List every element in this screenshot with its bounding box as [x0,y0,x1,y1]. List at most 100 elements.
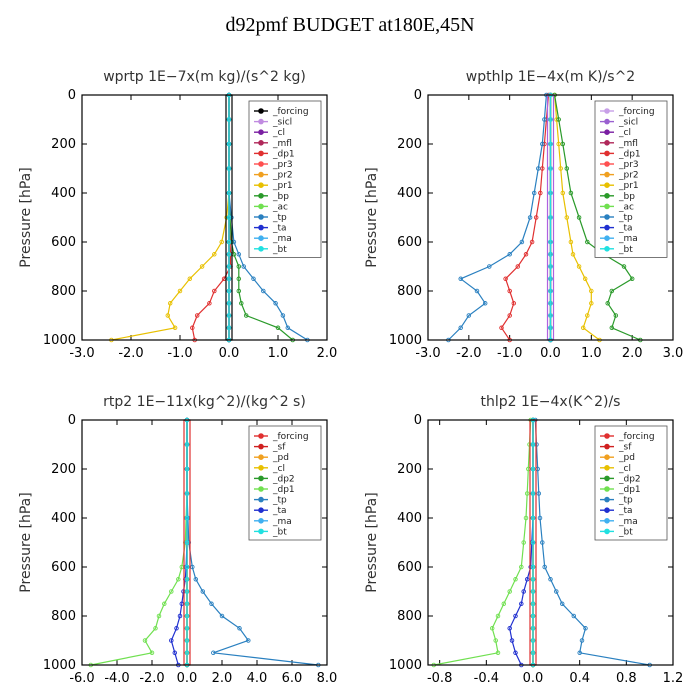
data-point [174,626,179,631]
legend-marker [258,224,264,231]
data-point [564,166,570,171]
data-point [499,325,504,331]
legend-label: _forcing [618,432,655,442]
data-point [273,301,278,306]
data-point [571,613,577,619]
x-tick-label: 4.0 [247,671,268,686]
data-point [542,117,547,122]
series-line [170,420,188,666]
legend-marker [604,433,610,439]
data-point [530,564,536,570]
legend-marker [604,118,610,125]
legend-marker [604,486,610,492]
legend-marker [604,150,610,157]
y-tick-label: 200 [397,137,422,152]
data-point [513,613,518,619]
legend-marker [258,496,264,503]
x-tick-label: 0.0 [177,671,198,686]
legend-label: _pr1 [618,181,639,191]
data-point [207,301,212,306]
legend-label: _mfl [618,139,638,149]
data-point [540,540,545,545]
data-point [212,252,217,257]
legend-marker [604,224,610,231]
data-point [193,577,199,582]
legend-label: _pr3 [272,160,293,170]
data-point [568,239,574,245]
data-point [548,325,553,331]
legend-label: _bt [618,527,633,537]
data-point [172,650,178,656]
legend-marker [258,214,264,220]
data-point [530,589,536,594]
axes-frame [81,419,328,666]
axes-frame [427,94,674,341]
legend-label: _ma [618,234,638,244]
data-point [184,577,190,582]
legend-label: _bt [618,245,633,255]
data-point [559,601,565,607]
data-point [548,215,553,220]
data-point [489,626,495,631]
data-point [226,239,232,245]
y-tick-label: 200 [51,137,76,152]
x-tick-label: -4.0 [104,671,129,686]
y-tick-label: 400 [397,186,422,201]
data-point [577,650,582,656]
legend-marker [604,475,610,482]
data-point [184,442,190,447]
axes-frame [81,94,328,341]
data-point [511,301,517,306]
data-point [162,601,167,607]
data-point [530,466,536,472]
series-line [447,94,547,341]
legend-label: _sf [272,443,286,453]
legend-marker [604,161,610,167]
legend-marker [604,443,610,450]
data-point [184,638,190,643]
legend-marker [258,171,264,178]
legend-marker [258,246,264,252]
legend-marker [258,129,264,135]
data-point [493,638,498,643]
data-point [226,276,232,282]
data-point [285,325,291,331]
x-tick-label: -2.0 [118,346,143,361]
legend-label: _forcing [272,432,309,442]
legend-label: _pr2 [272,171,293,181]
data-point [515,264,521,269]
data-point [177,613,183,619]
data-point [149,650,155,656]
data-point [237,626,242,631]
data-point [194,313,200,318]
legend-marker [258,507,264,514]
data-point [530,442,536,447]
legend-label: _dp1 [618,485,641,495]
legend-marker [258,454,264,461]
data-point [585,313,590,318]
legend-label: _pr2 [618,171,639,181]
data-point [537,515,543,521]
legend-label: _dp1 [272,485,295,495]
data-point [507,288,512,294]
data-point [212,288,217,294]
data-point [226,264,232,269]
y-axis-label: Pressure [hPa] [18,167,34,267]
data-point [538,190,543,196]
data-point [251,276,256,282]
legend-label: _tp [272,213,287,223]
data-point [153,626,158,631]
data-point [613,313,619,318]
legend-label: _ac [618,202,634,212]
data-point [184,466,190,472]
data-point [190,325,195,331]
legend-label: _bp [618,192,635,202]
data-point [236,252,242,257]
data-point [482,301,488,306]
data-point [513,650,518,656]
data-point [184,589,190,594]
data-point [570,252,576,257]
data-point [495,613,501,619]
data-point [548,313,553,318]
y-tick-label: 400 [51,511,76,526]
